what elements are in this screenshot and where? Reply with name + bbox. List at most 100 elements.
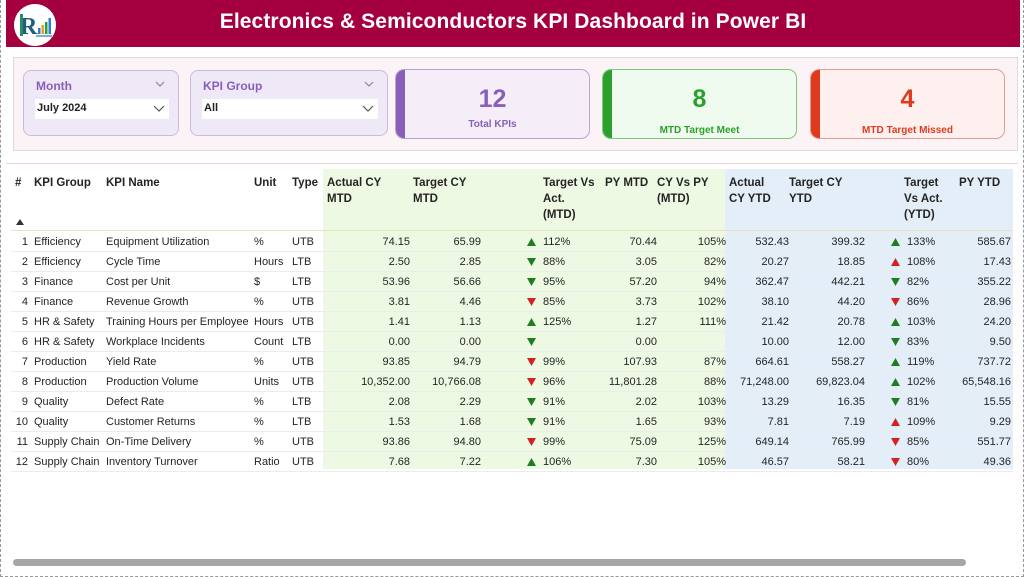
kpi-name-cell: On-Time Delivery <box>106 436 192 448</box>
type-cell: LTB <box>292 416 312 428</box>
chevron-down-icon[interactable] <box>362 102 374 114</box>
row-number: 2 <box>21 256 28 268</box>
col-header-type[interactable]: Type <box>292 177 318 189</box>
horizontal-scrollbar[interactable] <box>13 559 966 566</box>
actual-cy-ytd-cell: 532.43 <box>755 236 789 248</box>
target-vs-act-ytd-cell: 80% <box>907 456 930 468</box>
kpi-name-cell: Yield Rate <box>106 356 157 368</box>
actual-cy-ytd-cell: 664.61 <box>755 356 789 368</box>
py-ytd-cell: 355.22 <box>977 276 1011 288</box>
actual-cy-mtd-cell: 0.00 <box>388 336 410 348</box>
kpi-group-cell: Production <box>34 356 87 368</box>
actual-cy-mtd-cell: 93.85 <box>382 356 410 368</box>
table-row[interactable]: 8 Production Production Volume Units UTB… <box>11 372 1013 392</box>
col-header-kpi-group[interactable]: KPI Group <box>34 177 91 189</box>
row-number: 1 <box>21 236 28 248</box>
dashboard-title: Electronics & Semiconductors KPI Dashboa… <box>219 10 807 33</box>
table-row[interactable]: 2 Efficiency Cycle Time Hours LTB 2.50 2… <box>11 252 1013 272</box>
ytd-up-arrow-icon <box>891 238 900 246</box>
cy-vs-py-mtd-cell: 103% <box>697 396 726 408</box>
month-dropdown[interactable]: July 2024 <box>35 99 169 119</box>
month-slicer[interactable]: Month July 2024 <box>23 70 179 136</box>
row-number: 10 <box>15 416 28 428</box>
col-header-target-cy-ytd[interactable]: Target CY YTD <box>789 177 843 205</box>
kpi-group-slicer[interactable]: KPI Group All <box>190 70 388 136</box>
type-cell: LTB <box>292 256 312 268</box>
table-row[interactable]: 3 Finance Cost per Unit $ LTB 53.96 56.6… <box>11 272 1013 292</box>
chevron-down-icon[interactable] <box>363 78 375 90</box>
target-vs-act-ytd-cell: 86% <box>907 296 930 308</box>
unit-cell: Count <box>254 336 284 348</box>
table-row[interactable]: 1 Efficiency Equipment Utilization % UTB… <box>11 232 1013 252</box>
target-cy-ytd-cell: 442.21 <box>831 276 865 288</box>
cy-vs-py-mtd-cell: 87% <box>703 356 726 368</box>
table-row[interactable]: 9 Quality Defect Rate % LTB 2.08 2.29 91… <box>11 392 1013 412</box>
mtd-down-arrow-icon <box>527 278 536 286</box>
col-header-py-mtd[interactable]: PY MTD <box>605 177 649 189</box>
target-cy-ytd-cell: 44.20 <box>837 296 865 308</box>
mtd-target-meet-card: 8 MTD Target Meet <box>602 69 797 139</box>
target-cy-ytd-cell: 558.27 <box>831 356 865 368</box>
mtd-down-arrow-icon <box>527 378 536 386</box>
py-ytd-cell: 17.43 <box>983 256 1011 268</box>
col-header-cy-vs-py-mtd[interactable]: CY Vs PY (MTD) <box>657 177 709 205</box>
mtd-down-arrow-icon <box>527 438 536 446</box>
py-ytd-cell: 15.55 <box>983 396 1011 408</box>
row-number: 12 <box>15 456 28 468</box>
target-vs-act-mtd-cell: 96% <box>543 376 566 388</box>
ytd-up-arrow-icon <box>891 258 900 266</box>
table-row[interactable]: 5 HR & Safety Training Hours per Employe… <box>11 312 1013 332</box>
actual-cy-ytd-cell: 7.81 <box>767 416 789 428</box>
col-header-num[interactable]: # <box>15 177 22 189</box>
row-number: 8 <box>21 376 28 388</box>
table-row[interactable]: 6 HR & Safety Workplace Incidents Count … <box>11 332 1013 352</box>
target-vs-act-ytd-cell: 81% <box>907 396 930 408</box>
col-header-target-vs-act-mtd[interactable]: Target Vs Act. (MTD) <box>543 177 595 221</box>
header-divider <box>11 230 1013 231</box>
col-header-kpi-name[interactable]: KPI Name <box>106 177 160 189</box>
target-vs-act-mtd-cell: 99% <box>543 356 566 368</box>
col-header-target-vs-act-ytd[interactable]: Target Vs Act. (YTD) <box>904 177 943 221</box>
chevron-down-icon[interactable] <box>154 78 166 90</box>
table-row[interactable]: 12 Supply Chain Inventory Turnover Ratio… <box>11 452 1013 472</box>
type-cell: LTB <box>292 276 312 288</box>
cy-vs-py-mtd-cell: 88% <box>703 376 726 388</box>
kpi-group-cell: HR & Safety <box>34 336 95 348</box>
kpi-group-dropdown[interactable]: All <box>202 99 378 119</box>
kpi-name-cell: Revenue Growth <box>106 296 189 308</box>
table-row[interactable]: 10 Quality Customer Returns % LTB 1.53 1… <box>11 412 1013 432</box>
target-vs-act-ytd-cell: 85% <box>907 436 930 448</box>
py-mtd-cell: 1.65 <box>635 416 657 428</box>
ytd-down-arrow-icon <box>891 298 900 306</box>
target-cy-mtd-cell: 1.68 <box>459 416 481 428</box>
target-cy-ytd-cell: 7.19 <box>843 416 865 428</box>
col-header-actual-cy-ytd[interactable]: Actual CY YTD <box>729 177 771 205</box>
table-row[interactable]: 7 Production Yield Rate % UTB 93.85 94.7… <box>11 352 1013 372</box>
table-row[interactable]: 11 Supply Chain On-Time Delivery % UTB 9… <box>11 432 1013 452</box>
ytd-down-arrow-icon <box>891 338 900 346</box>
col-header-target-cy-mtd[interactable]: Target CY MTD <box>413 177 467 205</box>
target-cy-mtd-cell: 1.13 <box>459 316 481 328</box>
py-ytd-cell: 65,548.16 <box>962 376 1011 388</box>
table-row[interactable]: 4 Finance Revenue Growth % UTB 3.81 4.46… <box>11 292 1013 312</box>
col-header-unit[interactable]: Unit <box>254 177 277 189</box>
actual-cy-ytd-cell: 10.00 <box>761 336 789 348</box>
col-header-py-ytd[interactable]: PY YTD <box>959 177 1001 189</box>
cy-vs-py-mtd-cell: 94% <box>703 276 726 288</box>
mtd-down-arrow-icon <box>527 338 536 346</box>
sort-ascending-icon[interactable] <box>16 219 24 225</box>
actual-cy-ytd-cell: 20.27 <box>761 256 789 268</box>
target-cy-mtd-cell: 2.29 <box>459 396 481 408</box>
total-kpis-card: 12 Total KPIs <box>395 69 590 139</box>
chevron-down-icon[interactable] <box>153 102 165 114</box>
col-header-actual-cy-mtd[interactable]: Actual CY MTD <box>327 177 382 205</box>
cy-vs-py-mtd-cell: 105% <box>697 236 726 248</box>
cy-vs-py-mtd-cell: 125% <box>697 436 726 448</box>
ytd-up-arrow-icon <box>891 358 900 366</box>
mtd-up-arrow-icon <box>527 238 536 246</box>
mtd-up-arrow-icon <box>527 458 536 466</box>
type-cell: LTB <box>292 336 312 348</box>
target-vs-act-ytd-cell: 83% <box>907 336 930 348</box>
actual-cy-mtd-cell: 2.08 <box>388 396 410 408</box>
mtd-target-meet-value: 8 <box>692 85 707 113</box>
